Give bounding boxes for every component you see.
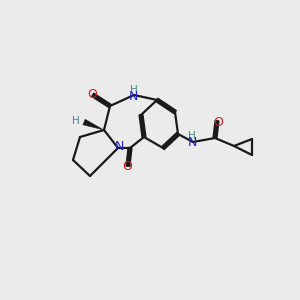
Text: O: O [122,160,132,173]
Text: H: H [72,116,80,126]
Text: O: O [87,88,97,100]
Text: N: N [114,140,124,154]
Polygon shape [83,119,104,130]
Text: H: H [130,85,138,95]
Text: N: N [128,91,138,103]
Text: N: N [187,136,197,149]
Text: O: O [213,116,223,128]
Text: H: H [188,131,196,141]
